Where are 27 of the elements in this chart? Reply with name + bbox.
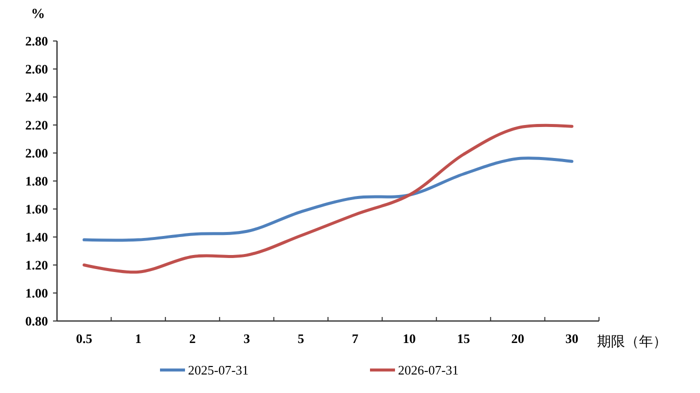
x-tick-label: 7 [352,331,359,346]
legend-label: 2026-07-31 [398,362,459,378]
x-tick-label: 0.5 [76,331,93,346]
y-tick-label: 1.20 [25,258,48,273]
legend-label: 2025-07-31 [188,362,249,378]
y-axis-title: % [31,7,45,22]
x-tick-label: 1 [135,331,142,346]
y-tick-label: 2.40 [25,90,48,105]
x-tick-label: 5 [298,331,305,346]
x-tick-label: 20 [511,331,524,346]
line-series [82,124,574,274]
y-tick-label: 1.60 [25,202,48,217]
line-series [82,156,574,242]
y-tick-label: 1.40 [25,230,48,245]
y-tick-label: 2.80 [25,34,48,49]
y-tick-label: 2.00 [25,146,48,161]
x-tick-label: 3 [243,331,250,346]
x-tick-label: 10 [402,331,416,346]
y-tick-label: 1.00 [25,286,48,301]
y-tick-label: 0.80 [25,314,48,329]
y-tick-label: 2.20 [25,118,48,133]
x-tick-label: 15 [457,331,470,346]
y-tick-label: 1.80 [25,174,48,189]
x-tick-label: 2 [189,331,196,346]
x-axis-title: 期限（年） [597,334,667,350]
y-tick-label: 2.60 [25,62,48,77]
x-tick-label: 30 [565,331,578,346]
